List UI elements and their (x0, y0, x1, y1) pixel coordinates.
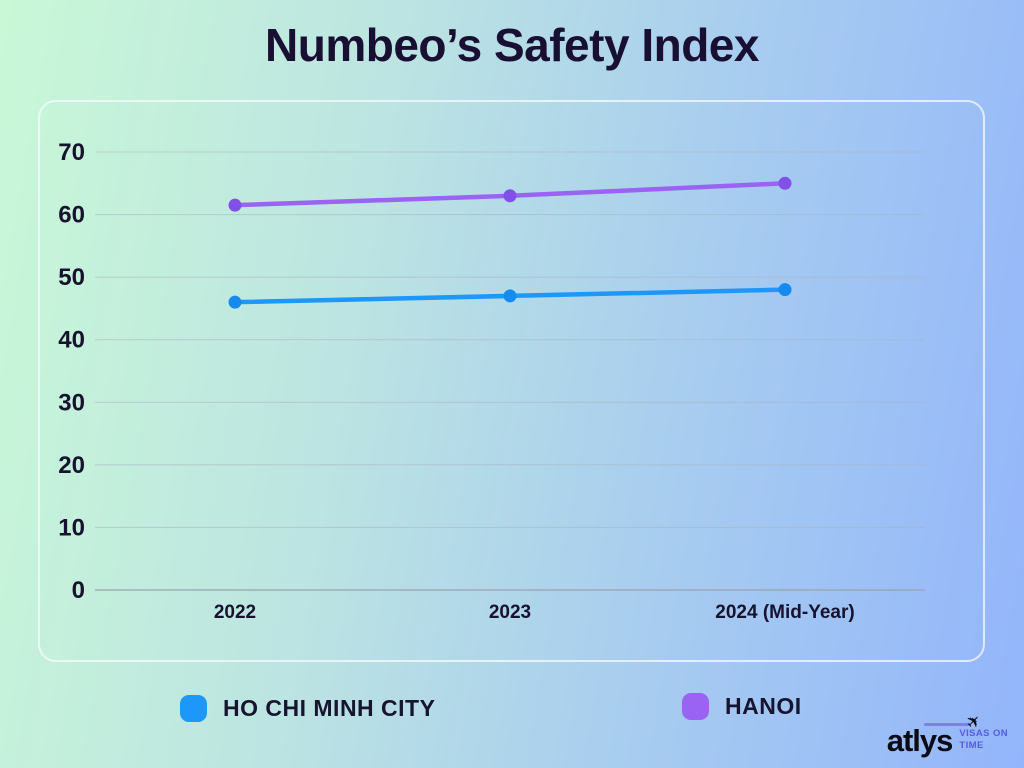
legend-label: HANOI (725, 693, 802, 719)
chart-panel (38, 100, 985, 662)
y-axis-tick-label: 0 (72, 577, 85, 604)
y-axis-tick-label: 50 (58, 264, 85, 291)
tagline-line-1: VISAS ON (959, 728, 1008, 740)
x-axis-tick-label: 2022 (214, 602, 256, 623)
hanoi-point-2024 (Mid-Year) (778, 176, 792, 190)
ho-chi-minh-city-point-2022 (228, 295, 242, 309)
atlys-wordmark: atlys ✈ (886, 710, 986, 758)
atlys-logo: atlys ✈ VISAS ON TIME (886, 710, 1008, 758)
hcmc-legend-marker-icon (180, 695, 207, 722)
page-title: Numbeo’s Safety Index (265, 19, 759, 71)
flight-path-line (923, 723, 970, 726)
atlys-tagline: VISAS ON TIME (959, 722, 1008, 751)
y-axis-tick-label: 40 (58, 327, 85, 354)
y-axis-tick-label: 70 (58, 139, 85, 166)
legend-item-hanoi: HANOI (682, 693, 802, 720)
y-axis-tick-label: 10 (58, 514, 85, 541)
y-axis-tick-label: 30 (58, 389, 85, 416)
atlys-brand-text: atlys (886, 723, 954, 758)
chart-legend: HO CHI MINH CITY HANOI (0, 688, 1024, 728)
legend-label: HO CHI MINH CITY (223, 695, 436, 721)
y-axis-tick-label: 20 (58, 452, 85, 479)
legend-item-ho-chi-minh-city: HO CHI MINH CITY (180, 695, 435, 722)
x-axis-tick-label: 2024 (Mid-Year) (715, 602, 854, 623)
x-axis-tick-label: 2023 (489, 602, 531, 623)
ho-chi-minh-city-point-2023 (503, 289, 517, 303)
hanoi-point-2023 (503, 189, 517, 203)
y-axis-tick-label: 60 (58, 202, 85, 229)
hanoi-legend-marker-icon (682, 693, 709, 720)
ho-chi-minh-city-point-2024 (Mid-Year) (778, 283, 792, 297)
tagline-line-2: TIME (959, 739, 984, 751)
hanoi-point-2022 (228, 198, 242, 212)
